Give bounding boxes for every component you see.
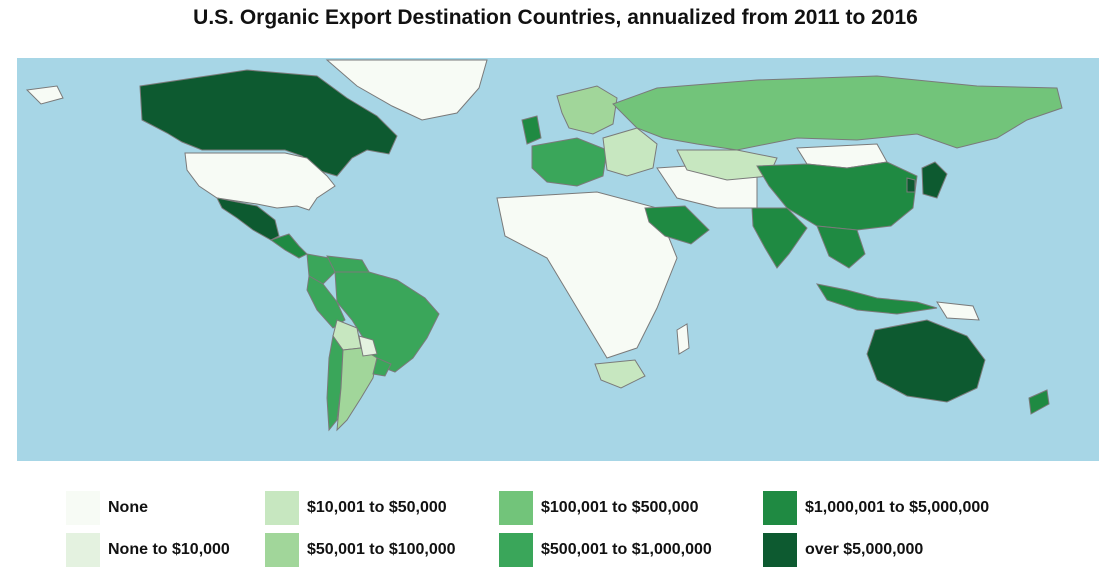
country-iceland xyxy=(25,85,64,105)
country-russia xyxy=(612,75,1063,151)
country-canada xyxy=(139,69,398,177)
legend-swatch-50k-100k xyxy=(265,533,299,567)
legend-label-none: None xyxy=(108,499,148,516)
world-map xyxy=(17,58,1099,461)
country-indonesia xyxy=(815,283,938,315)
country-south-africa xyxy=(594,359,646,389)
country-new-zealand xyxy=(1028,389,1050,415)
country-japan xyxy=(921,161,948,199)
legend-label-10k-50k: $10,001 to $50,000 xyxy=(307,499,447,516)
legend-swatch-over-5m xyxy=(763,533,797,567)
country-united-states xyxy=(184,152,336,211)
legend-label-500k-1m: $500,001 to $1,000,000 xyxy=(541,541,712,558)
legend-label-none-to-10k: None to $10,000 xyxy=(108,541,230,558)
country-madagascar xyxy=(676,323,690,355)
country-paraguay xyxy=(358,335,378,357)
country-western-europe xyxy=(531,137,608,187)
country-south-korea xyxy=(906,177,916,193)
country-greenland xyxy=(325,59,488,121)
legend-swatch-none xyxy=(66,491,100,525)
legend-swatch-none-to-10k xyxy=(66,533,100,567)
country-india xyxy=(751,207,808,269)
country-southeast-asia xyxy=(816,225,866,269)
country-scandinavia xyxy=(556,85,618,135)
country-china xyxy=(756,161,918,231)
legend-swatch-100k-500k xyxy=(499,491,533,525)
legend-label-100k-500k: $100,001 to $500,000 xyxy=(541,499,699,516)
country-colombia xyxy=(306,253,336,285)
country-saudi-arabia xyxy=(644,205,710,245)
country-australia xyxy=(866,319,986,403)
world-map-svg xyxy=(25,59,1063,432)
country-argentina xyxy=(336,347,378,432)
country-eastern-europe xyxy=(602,127,658,177)
landmass-1 xyxy=(496,191,678,359)
legend-label-50k-100k: $50,001 to $100,000 xyxy=(307,541,456,558)
legend-label-1m-5m: $1,000,001 to $5,000,000 xyxy=(805,499,990,516)
country-papua-new-guinea xyxy=(936,301,980,321)
country-brazil xyxy=(334,271,440,373)
map-title: U.S. Organic Export Destination Countrie… xyxy=(193,6,918,29)
legend-label-over-5m: over $5,000,000 xyxy=(805,541,924,558)
legend-swatch-500k-1m xyxy=(499,533,533,567)
country-united-kingdom xyxy=(521,115,542,145)
country-uruguay xyxy=(372,357,392,377)
legend-swatch-10k-50k xyxy=(265,491,299,525)
legend-swatch-1m-5m xyxy=(763,491,797,525)
